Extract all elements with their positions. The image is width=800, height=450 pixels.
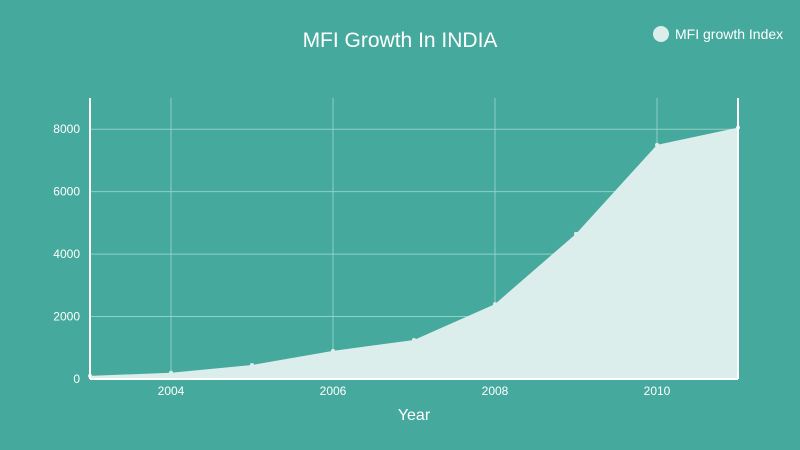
legend-label: MFI growth Index: [675, 26, 783, 42]
data-point[interactable]: [250, 362, 254, 367]
data-point[interactable]: [412, 337, 416, 342]
y-tick-label: 6000: [53, 185, 80, 199]
data-point[interactable]: [655, 142, 659, 147]
x-tick-label: 2008: [482, 384, 509, 398]
data-point[interactable]: [331, 348, 335, 353]
plot-area: [88, 125, 740, 380]
y-tick-label: 0: [73, 372, 80, 386]
x-tick-label: 2004: [158, 384, 185, 398]
axes: [89, 98, 739, 380]
y-tick-label: 4000: [53, 247, 80, 261]
legend-marker: [653, 26, 669, 42]
legend[interactable]: MFI growth Index: [653, 26, 783, 42]
x-axis-label: Year: [398, 407, 431, 424]
tick-labels: 0 2000 4000 6000 8000 2004 2006 2008 2010: [53, 122, 670, 398]
data-point[interactable]: [574, 231, 578, 236]
area-series[interactable]: [90, 127, 738, 380]
x-tick-label: 2010: [644, 384, 671, 398]
data-point[interactable]: [169, 370, 173, 375]
x-tick-label: 2006: [320, 384, 347, 398]
y-tick-label: 2000: [53, 310, 80, 324]
chart-title: MFI Growth In INDIA: [303, 29, 498, 52]
data-point[interactable]: [493, 302, 497, 307]
y-tick-label: 8000: [53, 122, 80, 136]
